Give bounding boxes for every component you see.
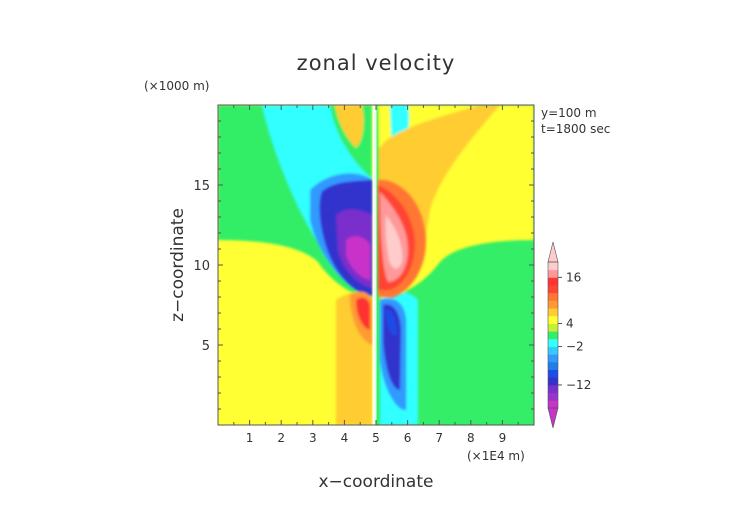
colorbar-segment: [548, 331, 558, 340]
colorbar-bottom-arrow: [547, 407, 559, 429]
colorbar-segment: [548, 400, 558, 409]
y-tick-label: 5: [202, 339, 210, 354]
colorbar-segment: [548, 285, 558, 294]
colorbar-segment: [548, 315, 558, 324]
colorbar-segment: [548, 323, 558, 332]
colorbar-segment: [548, 308, 558, 317]
colorbar-label: −12: [566, 378, 591, 392]
colorbar-segment: [548, 269, 558, 278]
colorbar-top-arrow: [547, 241, 559, 263]
colorbar-segment: [548, 392, 558, 401]
colorbar-label: 16: [566, 270, 581, 284]
pos-core-4: [385, 215, 403, 269]
lower-neg-3: [385, 309, 397, 336]
x-tick-label: 8: [467, 431, 475, 445]
lower-pos-2: [356, 297, 370, 330]
colorbar-segment: [548, 277, 558, 286]
colorbar-segment: [548, 354, 558, 363]
colorbar-label: −2: [566, 340, 584, 354]
center-divider: [372, 105, 377, 425]
x-tick-label: 3: [309, 431, 317, 445]
colorbar-label: 4: [566, 316, 574, 330]
x-axis-label: x−coordinate: [319, 472, 434, 492]
annotation-y: y=100 m: [541, 106, 597, 120]
x-tick-label: 4: [341, 431, 349, 445]
colorbar-segment: [548, 384, 558, 394]
y-axis-label: z−coordinate: [168, 208, 188, 322]
lower-neg-2: [383, 304, 401, 390]
x-tick-label: 6: [404, 431, 412, 445]
x-tick-label: 7: [435, 431, 443, 445]
annotation-time: t=1800 sec: [541, 122, 610, 136]
y-unit-label: (×1000 m): [144, 79, 209, 93]
y-tick-label: 15: [193, 179, 210, 194]
x-axis: 1 2 3 4 5 6 7 8 9: [233, 105, 519, 445]
colorbar: 16 4 −2 −12: [547, 241, 591, 429]
x-tick-label: 5: [372, 431, 380, 445]
colorbar-segment: [548, 262, 558, 271]
x-tick-label: 2: [277, 431, 285, 445]
y-tick-label: 10: [193, 259, 210, 274]
colorbar-segment: [548, 338, 558, 347]
x-unit-label: (×1E4 m): [467, 449, 525, 463]
orange-top-left: [335, 105, 364, 148]
colorbar-frame: [547, 261, 559, 409]
neg-core-3: [346, 236, 370, 280]
contour-field: [218, 105, 534, 425]
chart-title: zonal velocity: [297, 51, 456, 75]
x-tick-label: 1: [246, 431, 254, 445]
x-tick-label: 9: [499, 431, 507, 445]
y-axis: 5 10 15: [193, 120, 534, 410]
colorbar-segment: [548, 377, 558, 386]
colorbar-segment: [548, 369, 558, 378]
colorbar-segment: [548, 346, 558, 355]
colorbar-segment: [548, 300, 558, 309]
colorbar-segment: [548, 361, 558, 370]
colorbar-segment: [548, 292, 558, 301]
